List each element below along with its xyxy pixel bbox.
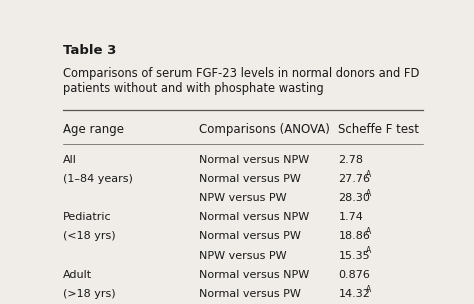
Text: Normal versus PW: Normal versus PW	[199, 289, 301, 299]
Text: Normal versus PW: Normal versus PW	[199, 174, 301, 184]
Text: 28.30: 28.30	[338, 193, 370, 203]
Text: Adult: Adult	[63, 270, 92, 280]
Text: Comparisons (ANOVA): Comparisons (ANOVA)	[199, 123, 330, 136]
Text: 18.86: 18.86	[338, 231, 370, 241]
Text: NPW versus PW: NPW versus PW	[199, 251, 286, 261]
Text: (<18 yrs): (<18 yrs)	[63, 231, 116, 241]
Text: (>18 yrs): (>18 yrs)	[63, 289, 116, 299]
Text: 27.76: 27.76	[338, 174, 371, 184]
Text: Scheffe F test: Scheffe F test	[338, 123, 419, 136]
Text: A: A	[366, 227, 371, 236]
Text: Normal versus NPW: Normal versus NPW	[199, 155, 309, 165]
Text: 2.78: 2.78	[338, 155, 364, 165]
Text: A: A	[366, 285, 371, 294]
Text: Comparisons of serum FGF-23 levels in normal donors and FD
patients without and : Comparisons of serum FGF-23 levels in no…	[63, 67, 419, 95]
Text: A: A	[366, 170, 371, 179]
Text: Table 3: Table 3	[63, 43, 116, 57]
Text: (1–84 years): (1–84 years)	[63, 174, 133, 184]
Text: 1.74: 1.74	[338, 212, 363, 222]
Text: All: All	[63, 155, 77, 165]
Text: Normal versus NPW: Normal versus NPW	[199, 212, 309, 222]
Text: Pediatric: Pediatric	[63, 212, 111, 222]
Text: 15.35: 15.35	[338, 251, 370, 261]
Text: Normal versus NPW: Normal versus NPW	[199, 270, 309, 280]
Text: Age range: Age range	[63, 123, 124, 136]
Text: 14.32: 14.32	[338, 289, 370, 299]
Text: 0.876: 0.876	[338, 270, 370, 280]
Text: NPW versus PW: NPW versus PW	[199, 193, 286, 203]
Text: A: A	[366, 189, 371, 198]
Text: A: A	[366, 247, 371, 255]
Text: Normal versus PW: Normal versus PW	[199, 231, 301, 241]
